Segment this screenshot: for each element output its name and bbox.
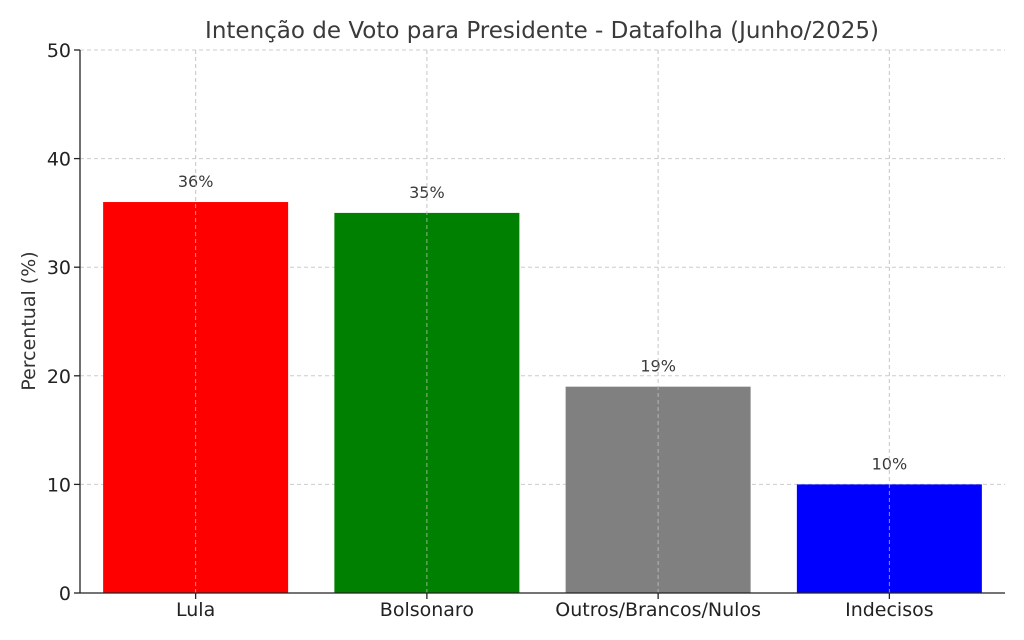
y-tick-label: 40 <box>47 149 71 171</box>
y-tick-label: 10 <box>47 474 71 496</box>
y-tick-label: 30 <box>47 257 71 279</box>
data-label-layer: 36%35%19%10% <box>178 50 907 593</box>
y-tick-label: 0 <box>59 583 71 605</box>
bar <box>796 484 982 593</box>
chart-title: Intenção de Voto para Presidente - Dataf… <box>205 18 879 44</box>
y-axis-label: Percentual (%) <box>18 251 40 390</box>
bar-data-label: 36% <box>178 172 214 191</box>
x-tick-label: Indecisos <box>845 599 934 621</box>
x-tick-label: Outros/Brancos/Nulos <box>555 599 761 621</box>
y-tick-label: 50 <box>47 40 71 62</box>
x-tick-label: Lula <box>176 599 215 621</box>
axis-layer: 0 10 20 30 40 50 Lula Bolsonaro Outros/Brancos/N… <box>47 40 1005 621</box>
bar-layer <box>103 202 982 594</box>
x-tick-label: Bolsonaro <box>380 599 474 621</box>
y-tick-label: 20 <box>47 366 71 388</box>
